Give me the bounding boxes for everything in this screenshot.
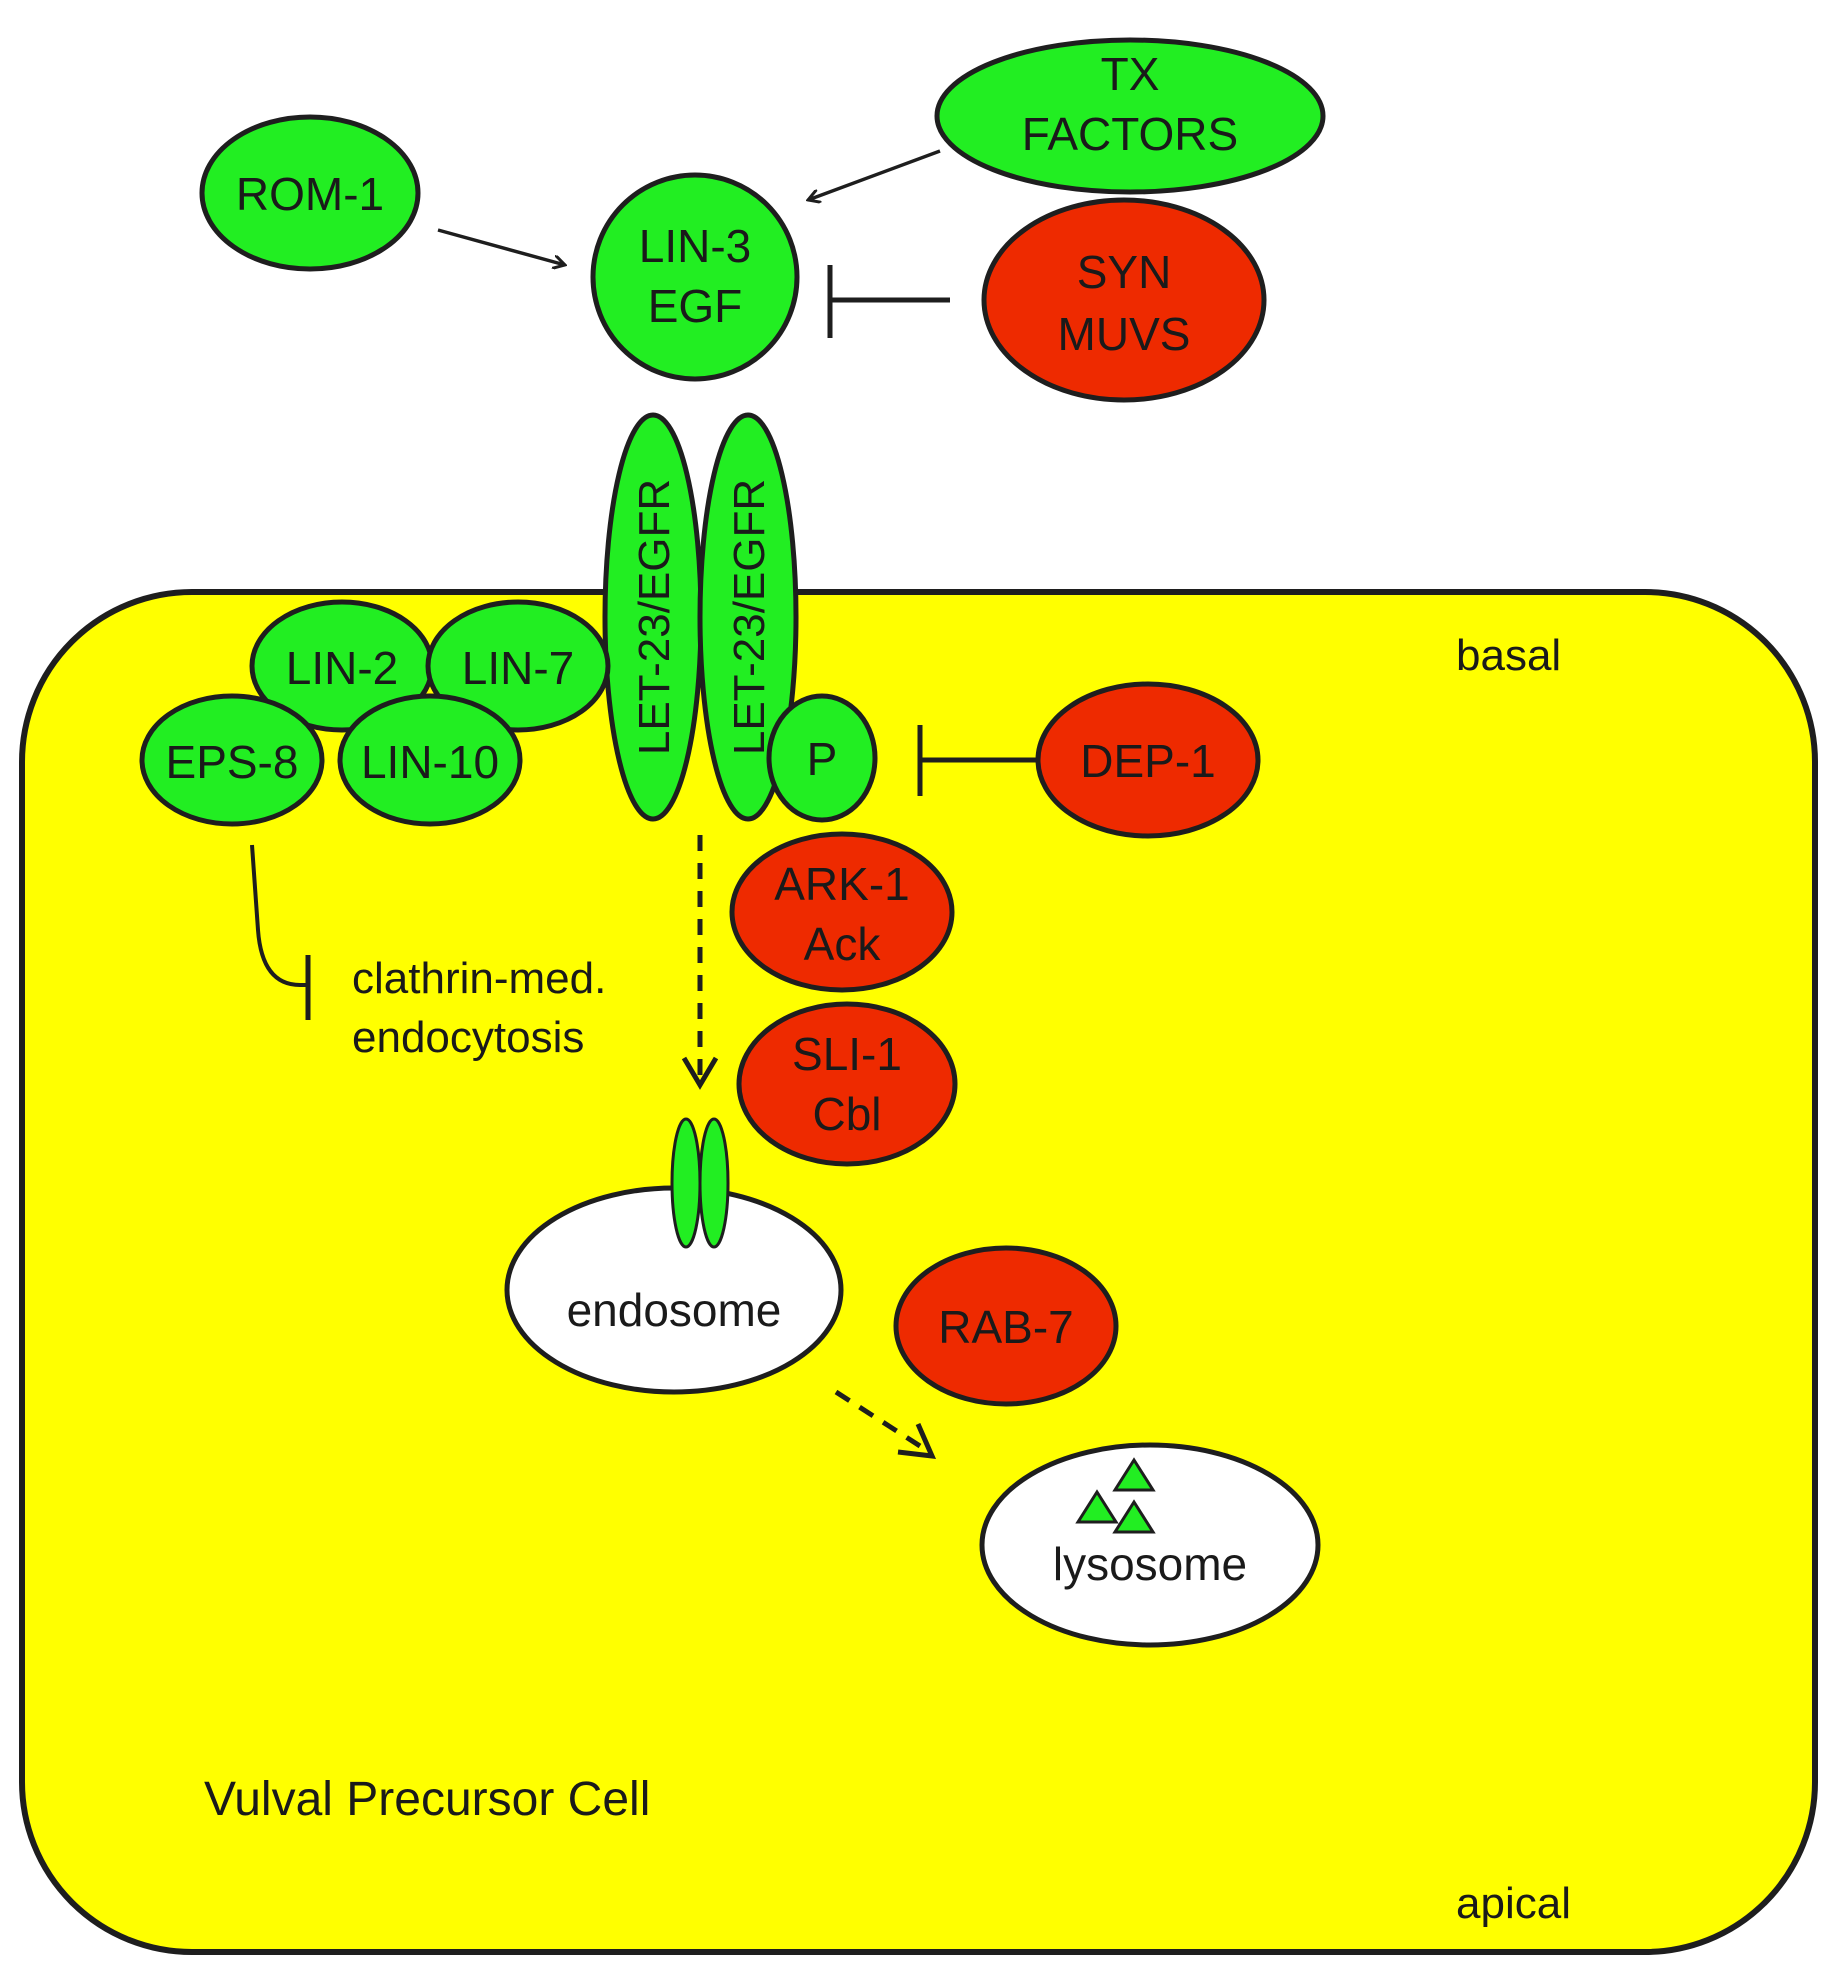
synmuvs-inhibits-lin3 — [827, 265, 950, 338]
tx-factors-node: TX FACTORS — [934, 37, 1326, 195]
endosome-label: endosome — [567, 1284, 782, 1336]
let23-right-label: LET-23/EGFR — [725, 479, 774, 755]
let23-egfr-right: LET-23/EGFR — [697, 412, 799, 822]
rom1-label: ROM-1 — [236, 168, 384, 220]
lin7-label: LIN-7 — [462, 642, 574, 694]
synmuvs-line1: SYN — [1077, 246, 1172, 298]
sli1-node: SLI-1 Cbl — [736, 1001, 958, 1167]
tx-factors-line2: FACTORS — [1022, 108, 1238, 160]
apical-label: apical — [1456, 1879, 1571, 1928]
let23-egfr-left: LET-23/EGFR — [602, 412, 704, 822]
lin3-egf-node: LIN-3 EGF — [590, 172, 800, 382]
lin3-line1: LIN-3 — [639, 220, 751, 272]
lysosome-organelle: lysosome — [979, 1442, 1321, 1648]
ark1-line2: Ack — [804, 918, 882, 970]
lin10-label: LIN-10 — [361, 736, 499, 788]
endosome-organelle: endosome — [504, 1185, 844, 1395]
eps8-label: EPS-8 — [166, 736, 299, 788]
sli1-line2: Cbl — [812, 1088, 881, 1140]
endocytosis-line1: clathrin-med. — [352, 954, 606, 1003]
dep1-node: DEP-1 — [1035, 681, 1261, 839]
lysosome-label: lysosome — [1053, 1538, 1247, 1590]
cell-name-label: Vulval Precursor Cell — [204, 1773, 650, 1826]
lysosome-arrow — [834, 1389, 937, 1459]
endosome-receptor — [670, 1117, 730, 1249]
eps8-node: EPS-8 — [139, 693, 325, 827]
dep1-inhibits-p — [917, 725, 1038, 796]
ark1-node: ARK-1 Ack — [729, 831, 955, 993]
phospho-label: P — [807, 733, 838, 785]
let23-left-label: LET-23/EGFR — [630, 479, 679, 755]
sli1-line1: SLI-1 — [792, 1028, 902, 1080]
endocytosis-line2: endocytosis — [352, 1013, 584, 1062]
lin7-node: LIN-7 — [425, 599, 611, 733]
rab7-label: RAB-7 — [938, 1301, 1073, 1353]
phospho-node: P — [766, 693, 878, 823]
lin2-label: LIN-2 — [286, 642, 398, 694]
vulval-precursor-cell — [19, 589, 1818, 1955]
lin3-line2: EGF — [648, 280, 743, 332]
ark1-line1: ARK-1 — [774, 858, 909, 910]
rom1-node: ROM-1 — [199, 114, 421, 272]
dep1-label: DEP-1 — [1080, 735, 1215, 787]
eps8-inhibits-endocytosis — [250, 844, 311, 1020]
tx-to-lin3-arrow — [808, 149, 941, 200]
degraded-fragments-icon — [1075, 1457, 1156, 1534]
tx-factors-line1: TX — [1101, 48, 1160, 100]
synmuvs-node: SYN MUVS — [981, 197, 1267, 403]
synmuvs-line2: MUVS — [1058, 308, 1191, 360]
lin10-node: LIN-10 — [337, 693, 523, 827]
basal-label: basal — [1456, 631, 1561, 680]
rom1-to-lin3-arrow — [437, 228, 565, 265]
rab7-node: RAB-7 — [893, 1245, 1119, 1407]
internalization-arrow — [681, 835, 719, 1090]
